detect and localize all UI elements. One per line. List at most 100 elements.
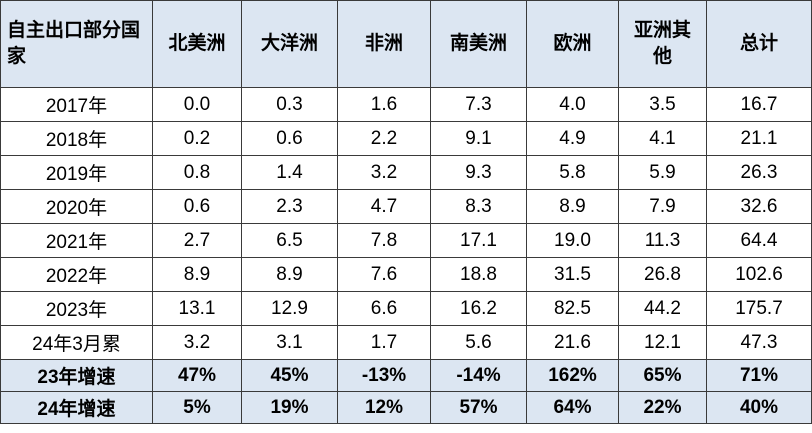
- table-row: 2018年 0.2 0.6 2.2 9.1 4.9 4.1 21.1: [0, 121, 812, 156]
- table-cell: 71%: [706, 359, 812, 392]
- column-header: 总计: [706, 0, 812, 88]
- table-cell: 2.7: [152, 223, 242, 258]
- table-cell: 6.6: [337, 291, 431, 326]
- table-cell: 0.8: [152, 155, 242, 190]
- column-header: 南美洲: [430, 0, 527, 88]
- table-cell: 16.2: [430, 291, 527, 326]
- table-cell: 18.8: [430, 257, 527, 292]
- table-cell: 8.9: [152, 257, 242, 292]
- table-cell: 5.9: [618, 155, 707, 190]
- table-cell: 2.3: [241, 189, 338, 224]
- table-cell: 31.5: [526, 257, 619, 292]
- table-cell: 1.7: [337, 325, 431, 360]
- table-cell: 175.7: [706, 291, 812, 326]
- table-cell: 8.3: [430, 189, 527, 224]
- table-cell: 9.1: [430, 121, 527, 156]
- table-header: 自主出口部分国家 北美洲 大洋洲 非洲 南美洲 欧洲 亚洲其他 总计: [0, 0, 812, 88]
- table-row: 2020年 0.6 2.3 4.7 8.3 8.9 7.9 32.6: [0, 189, 812, 224]
- table-cell: 102.6: [706, 257, 812, 292]
- table-cell: 6.5: [241, 223, 338, 258]
- row-label: 2017年: [0, 87, 153, 122]
- table-cell: 13.1: [152, 291, 242, 326]
- table-cell: 5%: [152, 391, 242, 424]
- table-cell: 0.0: [152, 87, 242, 122]
- column-header: 亚洲其他: [618, 0, 707, 88]
- table-row: 2022年 8.9 8.9 7.6 18.8 31.5 26.8 102.6: [0, 257, 812, 292]
- table-cell: 32.6: [706, 189, 812, 224]
- table-cell: 21.1: [706, 121, 812, 156]
- table-cell: 8.9: [241, 257, 338, 292]
- table-cell: 0.3: [241, 87, 338, 122]
- table-cell: 45%: [241, 359, 338, 392]
- table-cell: 0.6: [241, 121, 338, 156]
- table-row: 2017年 0.0 0.3 1.6 7.3 4.0 3.5 16.7: [0, 87, 812, 122]
- table-cell: 162%: [526, 359, 619, 392]
- table-cell: 3.5: [618, 87, 707, 122]
- row-label: 24年3月累: [0, 325, 153, 360]
- table-cell: 7.8: [337, 223, 431, 258]
- column-header: 欧洲: [526, 0, 619, 88]
- table-cell: 7.3: [430, 87, 527, 122]
- column-header: 大洋洲: [241, 0, 338, 88]
- table-cell: 4.1: [618, 121, 707, 156]
- table-cell: 3.2: [152, 325, 242, 360]
- row-label: 24年增速: [0, 391, 153, 424]
- growth-row: 24年增速 5% 19% 12% 57% 64% 22% 40%: [0, 391, 812, 424]
- table-cell: 64%: [526, 391, 619, 424]
- table-cell: 44.2: [618, 291, 707, 326]
- table-cell: 4.9: [526, 121, 619, 156]
- column-header: 非洲: [337, 0, 431, 88]
- growth-row: 23年增速 47% 45% -13% -14% 162% 65% 71%: [0, 359, 812, 392]
- table-cell: 1.4: [241, 155, 338, 190]
- table-cell: 40%: [706, 391, 812, 424]
- table-body: 2017年 0.0 0.3 1.6 7.3 4.0 3.5 16.7 2018年 0.2 0.6 2.…: [0, 87, 812, 424]
- table-cell: 12%: [337, 391, 431, 424]
- table-row: 2021年 2.7 6.5 7.8 17.1 19.0 11.3 64.4: [0, 223, 812, 258]
- table-cell: 0.2: [152, 121, 242, 156]
- row-label: 2020年: [0, 189, 153, 224]
- table-cell: 17.1: [430, 223, 527, 258]
- table-cell: 65%: [618, 359, 707, 392]
- table-cell: 9.3: [430, 155, 527, 190]
- table-cell: -14%: [430, 359, 527, 392]
- table-cell: 64.4: [706, 223, 812, 258]
- table-cell: 19%: [241, 391, 338, 424]
- table-cell: 7.9: [618, 189, 707, 224]
- table-cell: 12.1: [618, 325, 707, 360]
- table-row: 2023年 13.1 12.9 6.6 16.2 82.5 44.2 175.7: [0, 291, 812, 326]
- table-cell: 26.3: [706, 155, 812, 190]
- table-cell: 26.8: [618, 257, 707, 292]
- row-label: 2021年: [0, 223, 153, 258]
- row-label: 2023年: [0, 291, 153, 326]
- table-cell: 4.0: [526, 87, 619, 122]
- table-cell: 3.1: [241, 325, 338, 360]
- header-row: 自主出口部分国家 北美洲 大洋洲 非洲 南美洲 欧洲 亚洲其他 总计: [0, 0, 812, 88]
- row-label: 2018年: [0, 121, 153, 156]
- table-row: 24年3月累 3.2 3.1 1.7 5.6 21.6 12.1 47.3: [0, 325, 812, 360]
- table-cell: 47.3: [706, 325, 812, 360]
- table-cell: 57%: [430, 391, 527, 424]
- corner-header: 自主出口部分国家: [0, 0, 153, 88]
- table-cell: 11.3: [618, 223, 707, 258]
- table-row: 2019年 0.8 1.4 3.2 9.3 5.8 5.9 26.3: [0, 155, 812, 190]
- table-cell: 21.6: [526, 325, 619, 360]
- table-cell: 5.6: [430, 325, 527, 360]
- table-cell: -13%: [337, 359, 431, 392]
- row-label: 2022年: [0, 257, 153, 292]
- table-cell: 2.2: [337, 121, 431, 156]
- table-cell: 19.0: [526, 223, 619, 258]
- table-cell: 5.8: [526, 155, 619, 190]
- table-cell: 1.6: [337, 87, 431, 122]
- table-cell: 12.9: [241, 291, 338, 326]
- table-cell: 4.7: [337, 189, 431, 224]
- row-label: 23年增速: [0, 359, 153, 392]
- column-header: 北美洲: [152, 0, 242, 88]
- export-data-table: 自主出口部分国家 北美洲 大洋洲 非洲 南美洲 欧洲 亚洲其他 总计 2017年…: [0, 0, 812, 424]
- table-cell: 47%: [152, 359, 242, 392]
- table-cell: 3.2: [337, 155, 431, 190]
- table-cell: 0.6: [152, 189, 242, 224]
- table-cell: 82.5: [526, 291, 619, 326]
- row-label: 2019年: [0, 155, 153, 190]
- table-cell: 7.6: [337, 257, 431, 292]
